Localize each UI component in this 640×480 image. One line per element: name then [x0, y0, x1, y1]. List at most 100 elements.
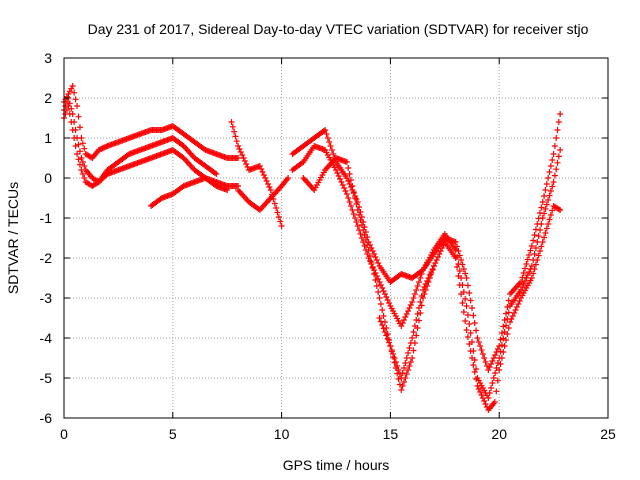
- data-point: [417, 310, 424, 316]
- data-point: [235, 143, 242, 149]
- data-point: [550, 151, 557, 157]
- data-point: [358, 222, 365, 228]
- data-point: [65, 103, 72, 109]
- data-point: [464, 282, 471, 289]
- data-point: [498, 355, 505, 361]
- data-point: [406, 363, 413, 369]
- data-point: [547, 163, 554, 169]
- data-point: [455, 261, 462, 267]
- data-point: [488, 385, 495, 391]
- data-point: [403, 311, 410, 317]
- data-point: [500, 323, 507, 330]
- y-tick-label: 0: [44, 170, 52, 186]
- data-point: [240, 155, 247, 161]
- data-point: [394, 363, 401, 369]
- data-point: [274, 209, 281, 216]
- data-point: [299, 160, 305, 166]
- data-point: [524, 256, 531, 263]
- data-point: [398, 375, 405, 381]
- data-point: [260, 172, 267, 178]
- grid: [64, 58, 608, 418]
- data-point: [549, 183, 556, 190]
- data-point: [258, 166, 265, 172]
- x-tick-label: 20: [491, 426, 507, 442]
- data-point: [87, 154, 94, 161]
- data-point: [481, 398, 488, 404]
- data-point: [424, 278, 431, 284]
- data-point: [467, 348, 474, 354]
- data-point: [361, 243, 368, 249]
- data-point: [481, 355, 488, 361]
- data-point: [485, 395, 492, 401]
- data-point: [504, 304, 511, 310]
- data-point: [69, 127, 76, 133]
- data-point: [81, 175, 88, 181]
- data-point: [76, 161, 83, 168]
- data-point: [531, 266, 538, 272]
- data-point: [405, 308, 412, 314]
- data-point: [72, 96, 79, 103]
- data-point: [360, 227, 367, 233]
- data-point: [414, 311, 421, 317]
- data-point: [267, 187, 274, 193]
- data-point: [211, 170, 218, 176]
- data-point: [239, 152, 246, 158]
- data-point: [497, 336, 504, 343]
- data-point: [236, 146, 243, 152]
- data-point: [409, 355, 416, 361]
- data-point: [475, 339, 482, 345]
- data-point: [395, 367, 402, 373]
- data-point: [557, 111, 564, 117]
- data-point: [350, 189, 357, 195]
- data-point: [439, 245, 446, 251]
- data-point: [362, 237, 369, 243]
- data-point: [352, 215, 359, 221]
- data-point: [470, 362, 477, 368]
- data-point: [473, 376, 480, 382]
- data-point: [527, 247, 534, 254]
- data-point: [410, 347, 417, 354]
- data-point: [353, 201, 360, 207]
- x-tick-label: 25: [600, 426, 616, 442]
- data-point: [373, 283, 380, 289]
- data-point: [513, 304, 520, 310]
- data-point: [403, 355, 410, 361]
- data-point: [328, 147, 335, 153]
- data-point: [380, 288, 387, 294]
- x-tick-label: 10: [274, 426, 290, 442]
- data-point: [528, 243, 535, 249]
- data-point: [530, 270, 537, 277]
- y-tick-label: -4: [40, 330, 53, 346]
- data-point: [364, 242, 371, 248]
- data-point: [541, 234, 548, 241]
- data-point: [399, 383, 406, 389]
- series-track-5: [228, 119, 285, 229]
- data-point: [354, 207, 361, 213]
- data-point: [520, 270, 527, 276]
- data-point: [379, 307, 386, 313]
- data-point: [492, 352, 499, 358]
- plot-frame: [63, 57, 609, 419]
- data-point: [75, 141, 82, 148]
- data-point: [63, 99, 70, 105]
- data-point: [335, 173, 342, 179]
- data-point: [523, 261, 530, 267]
- data-point: [74, 151, 81, 157]
- data-point: [482, 401, 489, 407]
- data-point: [265, 181, 271, 187]
- data-point: [367, 253, 373, 259]
- data-point: [501, 343, 508, 349]
- data-point: [403, 371, 410, 377]
- data-point: [555, 206, 562, 213]
- data-point: [323, 131, 330, 137]
- data-point: [392, 359, 399, 365]
- data-point: [368, 259, 375, 265]
- data-point: [347, 203, 354, 209]
- data-point: [464, 334, 471, 340]
- data-point: [547, 212, 554, 218]
- data-point: [383, 294, 390, 300]
- data-point: [542, 230, 549, 236]
- data-point: [406, 305, 413, 311]
- data-point: [486, 390, 493, 396]
- data-point: [81, 145, 88, 152]
